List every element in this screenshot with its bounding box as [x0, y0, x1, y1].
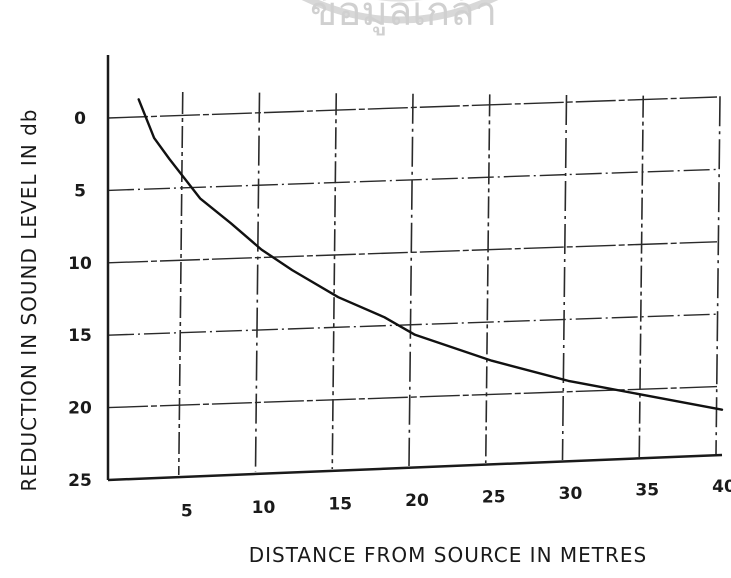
- x-tick-labels: 5 10 15 20 25 30 35 40: [181, 477, 731, 522]
- x-tick-label: 40: [712, 477, 731, 497]
- y-tick-label: 0: [74, 109, 86, 129]
- v-gridline: [177, 91, 184, 476]
- y-tick-label: 10: [68, 254, 92, 274]
- axes: [106, 55, 723, 482]
- x-tick-label: 30: [559, 484, 583, 504]
- v-gridline: [638, 95, 645, 458]
- series: [137, 98, 724, 411]
- grid: [107, 91, 721, 476]
- h-gridline: [107, 241, 718, 264]
- x-tick-label: 35: [635, 481, 659, 501]
- watermark: ข้อมูลเกล้า: [301, 0, 499, 35]
- v-gridline: [484, 94, 491, 464]
- y-tick-label: 15: [68, 326, 92, 346]
- h-gridline: [107, 385, 718, 409]
- y-axis-title: REDUCTION IN SOUND LEVEL IN db: [17, 109, 41, 492]
- y-tick-label: 20: [68, 399, 92, 419]
- h-gridline: [107, 313, 718, 336]
- x-tick-label: 10: [252, 498, 276, 518]
- x-tick-label: 20: [405, 491, 429, 511]
- v-gridline: [331, 93, 338, 470]
- v-gridline: [254, 92, 261, 473]
- y-tick-labels: 0 5 10 15 20 25: [68, 109, 92, 491]
- v-gridline: [561, 94, 568, 461]
- x-tick-label: 5: [181, 502, 193, 522]
- x-tick-label: 25: [482, 488, 506, 508]
- x-axis-title: DISTANCE FROM SOURCE IN METRES: [249, 543, 648, 567]
- x-tick-label: 15: [328, 495, 352, 515]
- x-axis-line: [107, 453, 723, 482]
- y-tick-label: 25: [68, 471, 92, 491]
- v-gridline: [408, 93, 414, 467]
- y-tick-label: 5: [74, 181, 86, 201]
- v-gridline: [715, 96, 721, 455]
- watermark-text: ข้อมูลเกล้า: [310, 0, 497, 35]
- series-line: [137, 98, 724, 411]
